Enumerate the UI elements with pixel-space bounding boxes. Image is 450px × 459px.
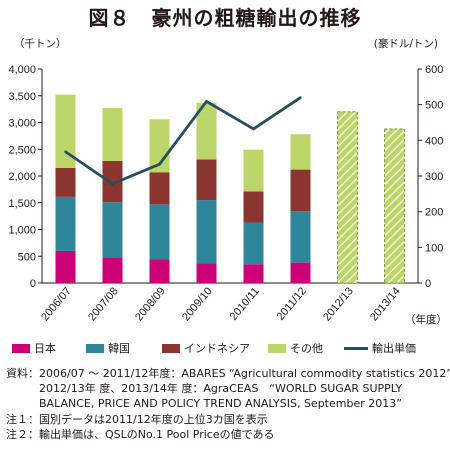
line-point-unit-price [252, 127, 255, 131]
note-line-note-1: 注１：国別データは2011/12年度の上位3カ国を表示 [6, 412, 268, 426]
category-label: 2012/13 [321, 285, 356, 323]
right-tick-label: 200 [425, 207, 443, 219]
note-line-source-1: 資料：2006/07 ～ 2011/12年度：ABARES “Agricultu… [6, 367, 450, 380]
bar-segment-indonesia [290, 169, 311, 212]
legend-item-others: その他 [268, 340, 323, 356]
category-label: 2008/09 [133, 285, 168, 323]
left-tick-label: 0 [30, 278, 36, 290]
category-label: 2009/10 [180, 285, 215, 323]
legend-swatch-others [268, 343, 286, 353]
legend-item-japan: 日本 [12, 340, 56, 356]
category-label: 2006/07 [39, 285, 74, 323]
bar-segment-indonesia [243, 191, 264, 223]
category-label: 2007/08 [86, 285, 121, 323]
chart-plot: 0 500 1,000 1,500 2,000 2,500 3,000 3,500 4,000 0… [8, 64, 443, 323]
left-tick-label: 1,500 [8, 198, 36, 210]
left-tick-label: 500 [18, 251, 36, 263]
category-label: 2013/14 [368, 285, 403, 323]
note-line-note-2: 注２：輸出単価は、QSLのNo.1 Pool Priceの値である [6, 427, 275, 441]
bar-segment-korea [243, 222, 264, 265]
bar-segment-indonesia [149, 172, 170, 205]
line-point-unit-price [205, 100, 208, 103]
legend-swatch-indonesia [162, 343, 180, 353]
bar-segment-korea [290, 211, 311, 263]
bar-segment-korea [149, 204, 170, 260]
left-axis-unit: （千トン） [14, 38, 67, 50]
line-point-unit-price [158, 163, 161, 166]
category-label: 2010/11 [228, 285, 262, 323]
bar-segment-japan [243, 264, 264, 283]
source-notes: 資料：2006/07 ～ 2011/12年度：ABARES “Agricultu… [6, 366, 450, 442]
bar-segment-japan [290, 262, 311, 283]
right-tick-label: 600 [425, 64, 443, 76]
bar-segment-others [55, 94, 76, 168]
left-tick-label: 2,000 [8, 171, 36, 183]
bar-segment-korea [55, 196, 76, 251]
bar-segment-japan [149, 259, 170, 283]
right-tick-label: 500 [425, 100, 443, 112]
bar-forecast [384, 128, 405, 284]
right-tick-label: 0 [425, 278, 431, 290]
right-tick-label: 100 [425, 242, 443, 254]
legend-label-others: その他 [290, 342, 323, 355]
legend-label-indonesia: インドネシア [184, 342, 250, 355]
left-tick-label: 3,000 [8, 118, 36, 130]
line-point-unit-price [299, 96, 302, 99]
bar-segment-others [243, 149, 264, 192]
legend-line-unit-price [344, 346, 368, 350]
right-axis-unit: (豪ドル/トン) [373, 38, 438, 50]
line-unit-price [64, 96, 302, 186]
legend-item-unit-price: 輸出単価 [344, 340, 416, 356]
category-label: 2011/12 [275, 285, 309, 323]
bar-forecast [337, 111, 358, 284]
bar-segment-korea [102, 202, 123, 258]
bar-segment-japan [102, 257, 123, 283]
bar-segment-korea [196, 200, 217, 264]
note-line-source-2: 2012/13年 度、2013/14年 度：AgraCEAS “WORLD SU… [6, 382, 403, 396]
line-point-unit-price [64, 150, 67, 153]
chart-title: 図８ 豪州の粗糖輸出の推移 [88, 6, 362, 30]
bar-segment-indonesia [55, 167, 76, 197]
legend: 日本 韓国 インドネシア その他 輸出単価 [6, 340, 446, 356]
legend-item-indonesia: インドネシア [162, 340, 250, 356]
legend-item-korea: 韓国 [86, 340, 130, 356]
legend-label-japan: 日本 [34, 342, 56, 355]
bar-segment-japan [196, 263, 217, 283]
note-line-source-3: BALANCE, PRICE AND POLICY TREND ANALYSIS… [6, 397, 402, 411]
left-tick-label: 3,500 [8, 91, 36, 103]
bar-segment-others [196, 102, 217, 160]
bar-segment-indonesia [102, 161, 123, 203]
left-tick-label: 4,000 [8, 64, 36, 76]
bar-segment-others [102, 108, 123, 162]
x-axis-unit: （年度） [405, 314, 447, 326]
legend-label-korea: 韓国 [108, 342, 130, 355]
right-tick-label: 400 [425, 135, 443, 147]
right-tick-label: 300 [425, 171, 443, 183]
legend-swatch-korea [86, 343, 104, 353]
left-tick-label: 2,500 [8, 144, 36, 156]
line-point-unit-price [111, 182, 114, 186]
bar-segment-others [290, 134, 311, 170]
bar-segment-indonesia [196, 159, 217, 201]
legend-swatch-japan [12, 343, 30, 353]
bar-segment-japan [55, 250, 76, 283]
legend-label-unit-price: 輸出単価 [372, 342, 416, 355]
left-tick-label: 1,000 [8, 225, 36, 237]
